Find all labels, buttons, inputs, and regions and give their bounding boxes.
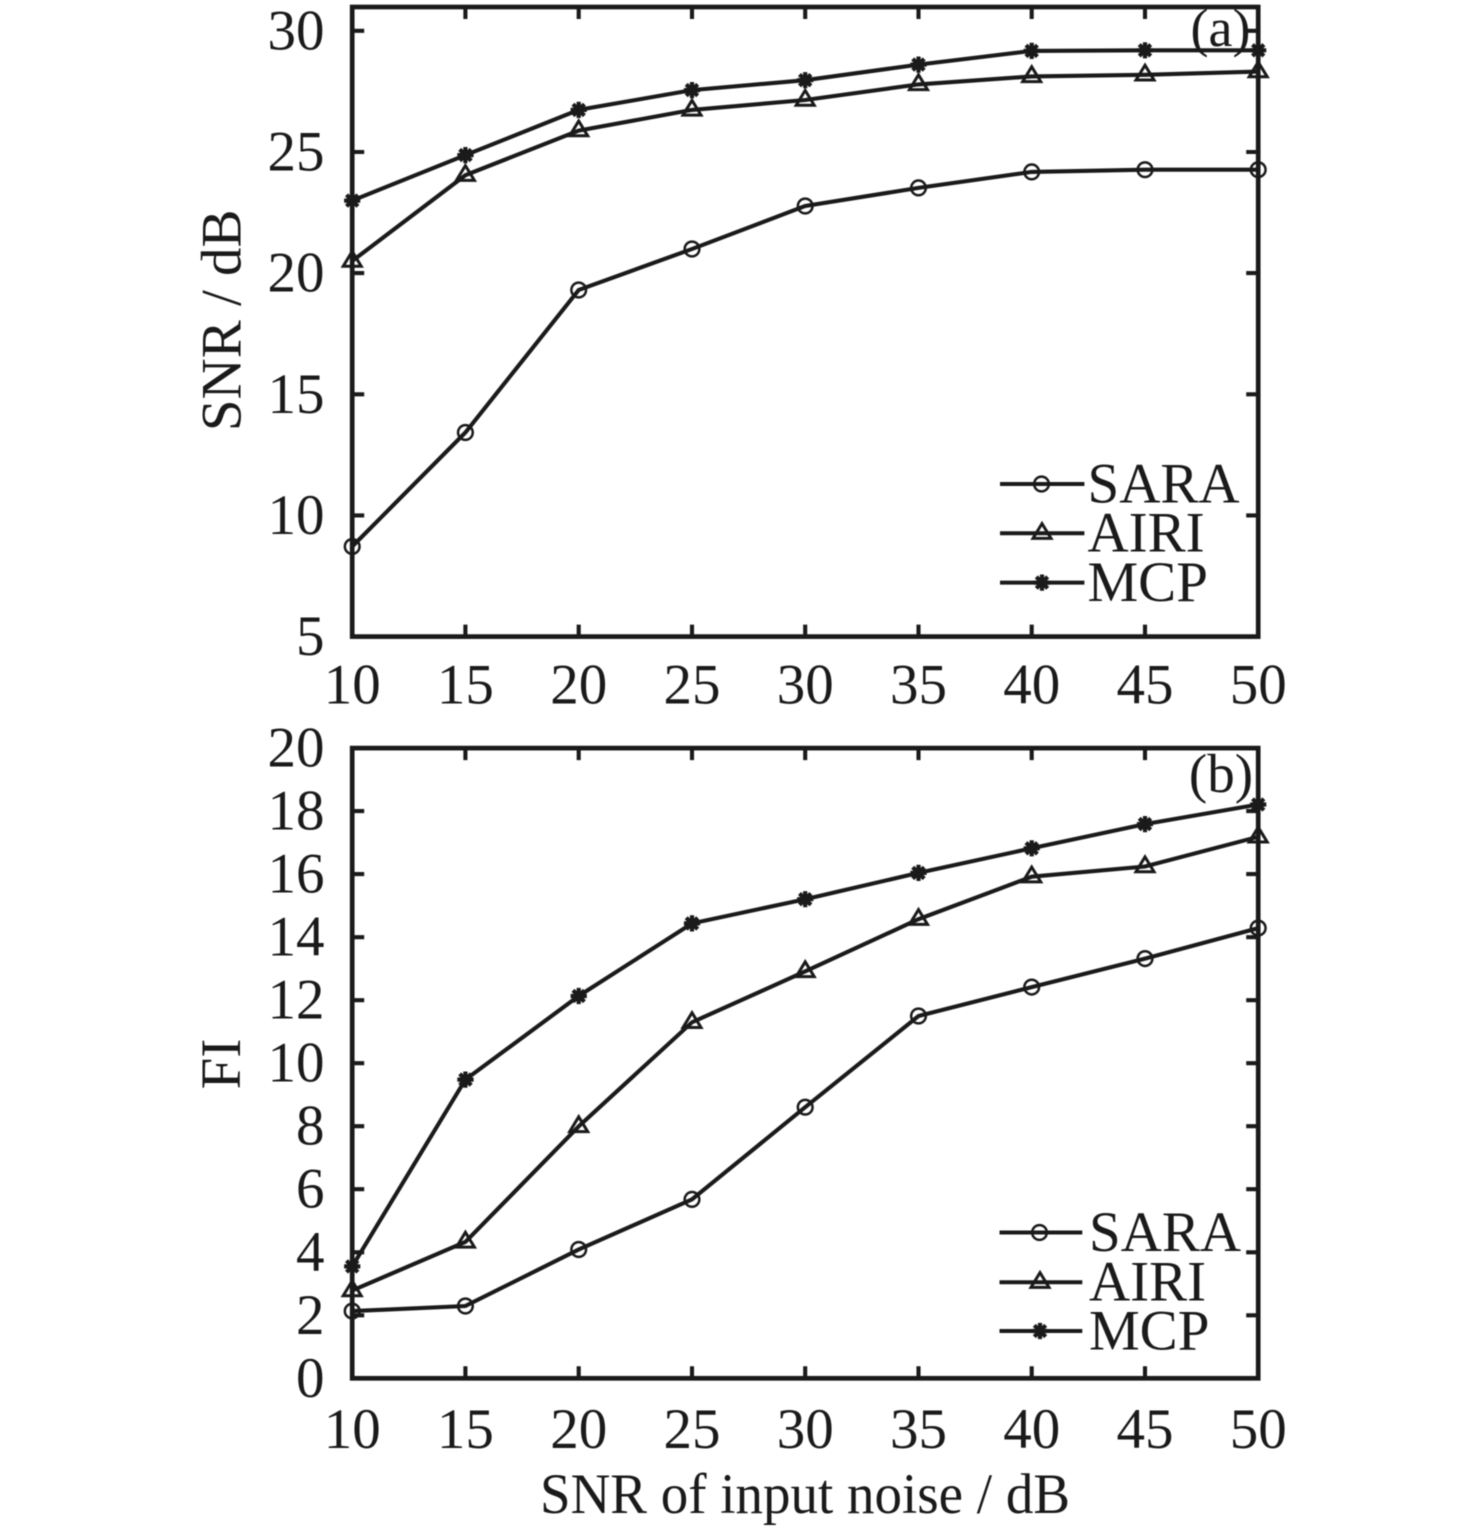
svg-text:SARA: SARA [1088, 453, 1240, 516]
svg-text:5: 5 [296, 605, 325, 668]
svg-text:SARA: SARA [1089, 1201, 1241, 1264]
svg-text:20: 20 [268, 717, 325, 780]
svg-text:40: 40 [1003, 1398, 1060, 1461]
svg-text:AIRI: AIRI [1089, 1251, 1206, 1314]
svg-text:8: 8 [296, 1095, 325, 1158]
svg-text:25: 25 [664, 1398, 721, 1461]
svg-text:25: 25 [664, 654, 721, 717]
svg-text:15: 15 [437, 1398, 494, 1461]
svg-text:10: 10 [324, 1398, 381, 1461]
svg-text:20: 20 [550, 654, 607, 717]
svg-text:15: 15 [268, 363, 325, 426]
svg-text:10: 10 [324, 654, 381, 717]
svg-text:50: 50 [1230, 654, 1287, 717]
svg-text:(a): (a) [1191, 0, 1251, 58]
svg-text:30: 30 [777, 1398, 834, 1461]
svg-text:45: 45 [1117, 654, 1174, 717]
svg-text:15: 15 [437, 654, 494, 717]
svg-text:4: 4 [296, 1221, 325, 1284]
svg-text:6: 6 [296, 1158, 325, 1221]
svg-text:0: 0 [296, 1347, 325, 1410]
svg-text:MCP: MCP [1088, 551, 1208, 614]
svg-text:30: 30 [777, 654, 834, 717]
svg-text:(b): (b) [1189, 743, 1253, 804]
svg-text:MCP: MCP [1089, 1300, 1209, 1363]
svg-text:20: 20 [550, 1398, 607, 1461]
svg-text:10: 10 [268, 1032, 325, 1095]
svg-text:SNR of input noise / dB: SNR of input noise / dB [540, 1463, 1070, 1526]
svg-text:10: 10 [268, 484, 325, 547]
svg-text:16: 16 [268, 843, 325, 906]
svg-text:SNR / dB: SNR / dB [191, 209, 254, 431]
svg-text:30: 30 [268, 0, 325, 62]
svg-text:18: 18 [268, 780, 325, 843]
svg-text:50: 50 [1230, 1398, 1287, 1461]
svg-text:AIRI: AIRI [1088, 502, 1205, 565]
svg-text:14: 14 [268, 906, 325, 969]
svg-text:20: 20 [268, 242, 325, 305]
svg-text:FI: FI [190, 1039, 253, 1090]
svg-text:2: 2 [296, 1284, 325, 1347]
svg-text:35: 35 [890, 1398, 947, 1461]
svg-text:40: 40 [1003, 654, 1060, 717]
svg-text:45: 45 [1117, 1398, 1174, 1461]
svg-text:12: 12 [268, 969, 325, 1032]
svg-text:35: 35 [890, 654, 947, 717]
svg-text:25: 25 [268, 121, 325, 184]
